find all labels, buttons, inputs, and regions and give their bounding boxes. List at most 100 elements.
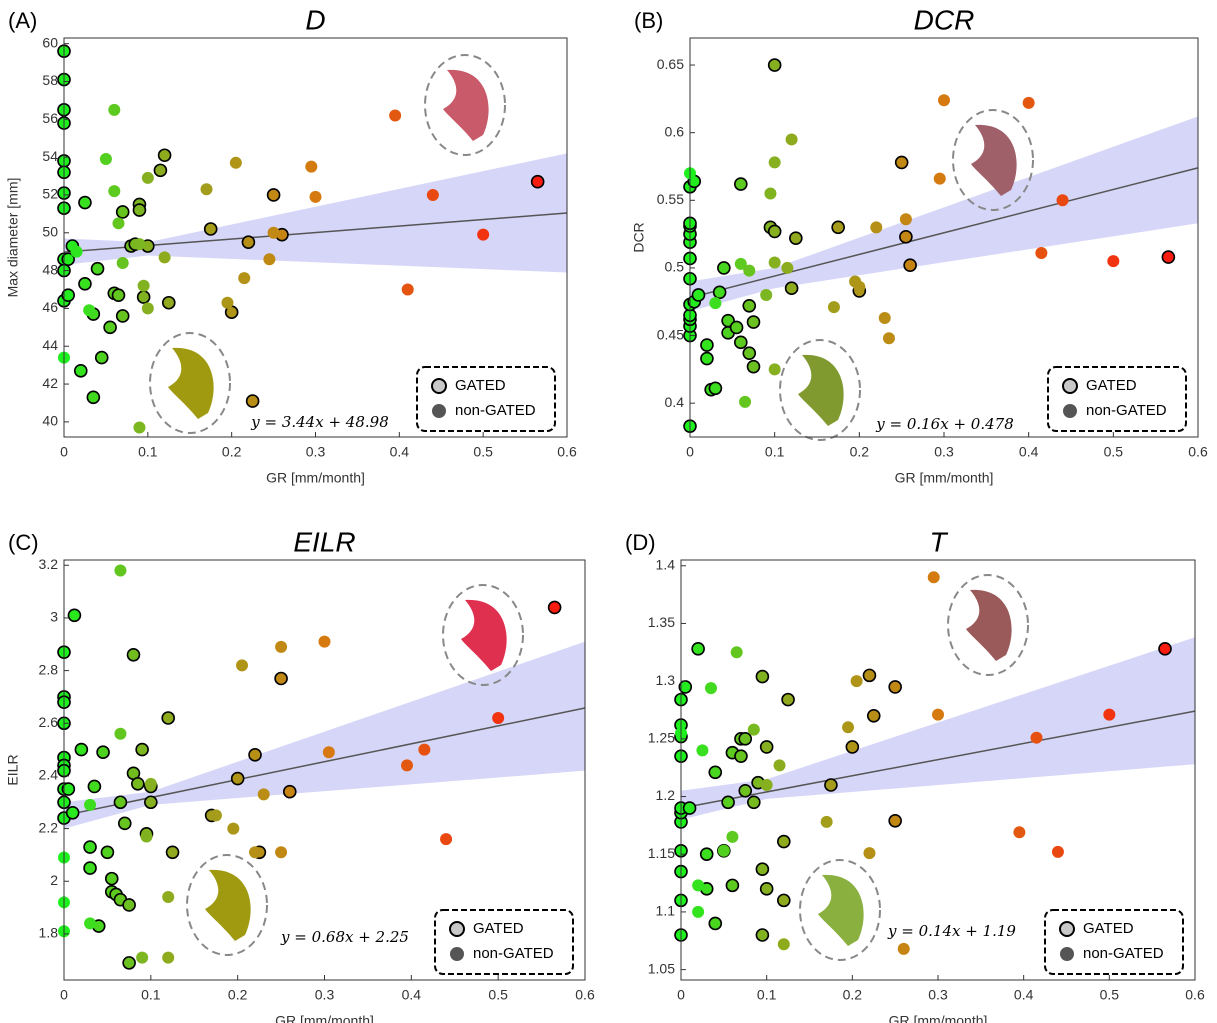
data-point [133, 238, 146, 251]
x-tick-label: 0.2 [850, 444, 870, 460]
data-point [755, 669, 770, 684]
x-tick-label: 0.6 [1188, 444, 1208, 460]
data-point [73, 364, 88, 378]
data-point [903, 258, 917, 273]
data-point [113, 795, 128, 810]
data-point [1056, 194, 1069, 207]
inset-shape [798, 354, 844, 426]
y-tick-label: 0.45 [657, 326, 684, 342]
inset-outline [424, 54, 506, 156]
data-point [162, 891, 175, 904]
data-point [759, 882, 774, 896]
data-point [103, 320, 117, 335]
data-point [938, 94, 950, 107]
y-tick-label: 54 [42, 148, 58, 164]
legend-box [434, 909, 574, 975]
data-point [400, 759, 413, 772]
x-tick-label: 0.4 [390, 444, 410, 460]
x-tick-label: 0.6 [575, 987, 595, 1003]
data-point [743, 264, 756, 277]
inset-shape [971, 124, 1017, 196]
data-point [275, 640, 288, 653]
data-point [74, 742, 89, 757]
data-point [140, 830, 153, 843]
data-point [83, 304, 96, 317]
data-point [888, 680, 902, 694]
data-point [691, 642, 705, 656]
y-tick-label: 1.25 [648, 730, 675, 746]
data-point [734, 257, 747, 270]
data-point [781, 692, 795, 707]
data-point [789, 231, 803, 245]
x-axis-label: GR [mm/month] [266, 470, 365, 486]
data-point [122, 956, 136, 970]
data-point [700, 351, 714, 366]
data-point [136, 290, 151, 304]
data-point [767, 58, 782, 72]
chart-title: D [305, 4, 325, 35]
data-point [492, 711, 505, 724]
data-point [267, 226, 280, 239]
data-point [165, 845, 180, 860]
data-point [1051, 845, 1064, 858]
legend-label: GATED [1086, 377, 1137, 394]
panel-label: (B) [634, 8, 663, 33]
legend-label: non-GATED [1086, 402, 1167, 419]
data-point [726, 830, 739, 843]
data-point [773, 759, 786, 772]
data-point [94, 350, 109, 365]
chart-title: DCR [914, 4, 975, 35]
data-point [157, 148, 172, 163]
data-point [141, 302, 154, 315]
confidence-band [690, 116, 1198, 312]
data-point [1158, 642, 1172, 656]
data-point [721, 795, 735, 810]
data-point [90, 261, 105, 276]
data-point [70, 245, 83, 258]
data-point [738, 783, 753, 798]
data-point [547, 600, 562, 615]
data-point [862, 668, 877, 683]
y-tick-label: 3 [50, 609, 58, 625]
data-point [133, 421, 146, 434]
data-point [733, 177, 748, 191]
data-point [115, 309, 130, 323]
data-point [236, 659, 249, 672]
x-tick-label: 0.5 [488, 987, 508, 1003]
data-point [87, 779, 102, 794]
x-tick-label: 0 [677, 987, 685, 1003]
y-tick-label: 50 [42, 223, 58, 239]
x-tick-label: 0 [686, 444, 694, 460]
data-point [827, 301, 840, 314]
data-point [161, 711, 175, 725]
data-point [274, 671, 288, 686]
data-point [67, 608, 82, 623]
data-point [117, 816, 132, 831]
confidence-band [681, 637, 1195, 820]
data-point [878, 311, 891, 324]
data-point [747, 795, 761, 810]
data-point [99, 153, 112, 166]
data-point [784, 281, 799, 296]
data-point [927, 571, 940, 584]
y-tick-label: 0.6 [665, 123, 685, 139]
data-point [78, 277, 92, 291]
y-tick-label: 1.1 [656, 903, 676, 919]
data-point [161, 295, 176, 310]
y-tick-label: 1.05 [648, 960, 675, 976]
data-point [221, 296, 234, 309]
data-point [275, 846, 288, 859]
data-point [1022, 96, 1035, 109]
data-point [692, 905, 705, 918]
data-point [108, 185, 121, 198]
data-point [776, 834, 791, 849]
data-point [137, 279, 150, 292]
legend-marker [1062, 378, 1078, 394]
data-point [153, 163, 168, 178]
data-point [1161, 250, 1176, 264]
data-point [708, 765, 723, 780]
data-point [824, 778, 838, 792]
data-point [897, 942, 910, 955]
data-point [61, 252, 75, 267]
